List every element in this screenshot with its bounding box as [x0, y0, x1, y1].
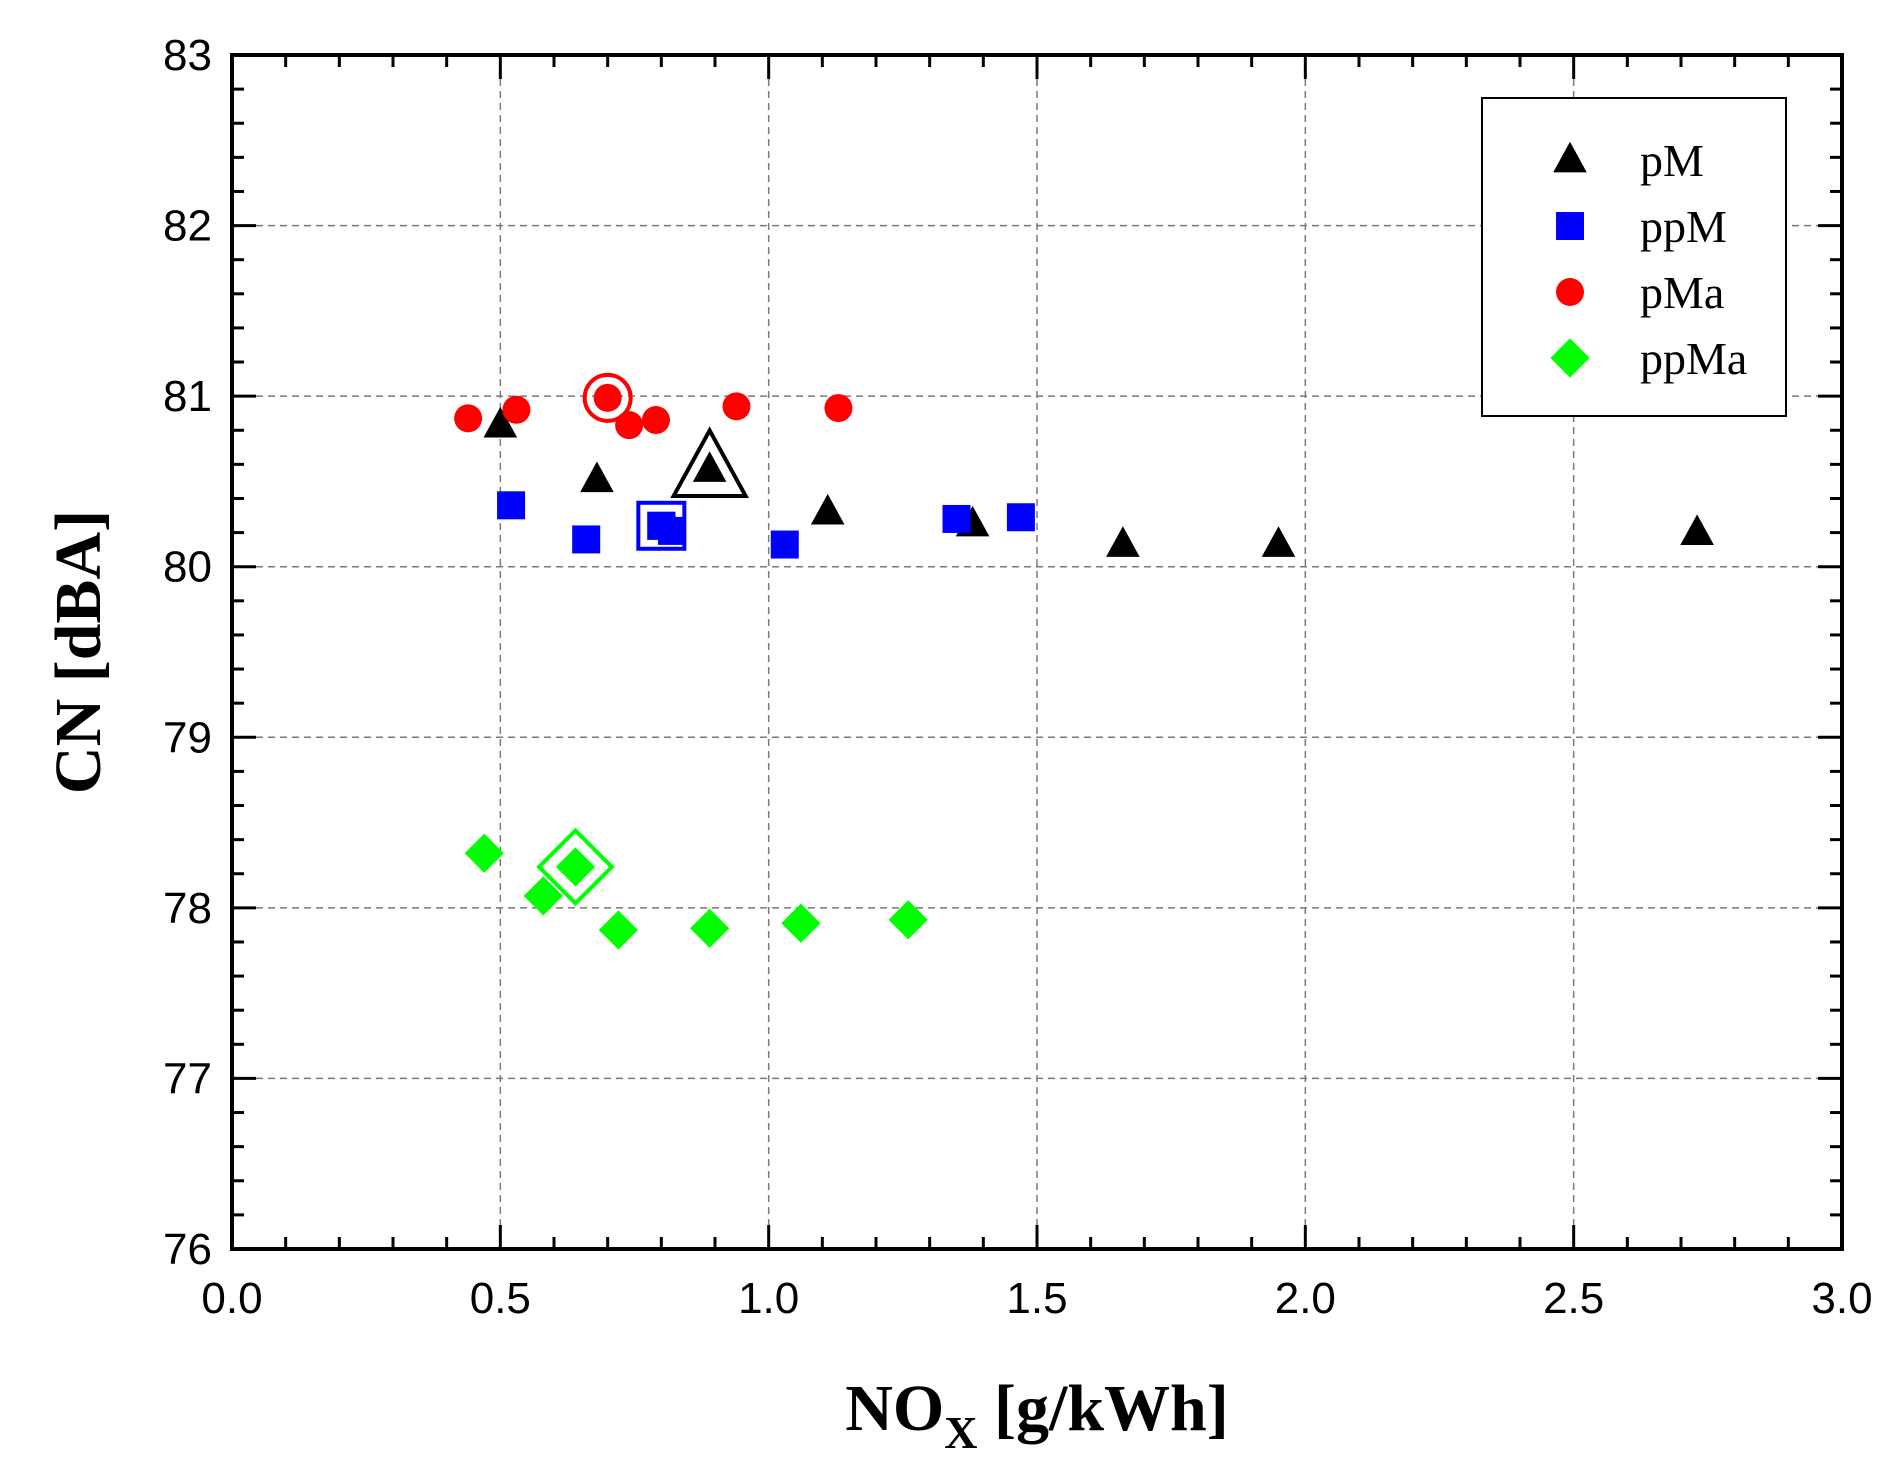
ppM-point — [1006, 503, 1035, 532]
y-tick-label: 76 — [163, 1225, 212, 1274]
pM-point — [810, 493, 845, 525]
x-axis-title-main: NO — [845, 1372, 944, 1445]
pMa-point — [641, 406, 670, 435]
legend-item-pM: pM — [1553, 135, 1704, 186]
y-tick-label: 80 — [163, 543, 212, 592]
x-tick-label: 0.5 — [470, 1274, 531, 1323]
ppMa-point — [781, 903, 821, 943]
legend-item-ppMa: ppMa — [1550, 333, 1747, 384]
legend-label-pMa: pMa — [1640, 267, 1724, 318]
ppMa-point — [464, 833, 504, 873]
ppM-point — [572, 525, 601, 554]
series-pM — [483, 406, 1714, 557]
ppMa-point — [690, 908, 730, 948]
ppM-highlight-point — [647, 511, 676, 540]
pMa-point — [454, 404, 483, 433]
x-tick-label: 3.0 — [1811, 1274, 1872, 1323]
pMa-highlight-point — [593, 383, 622, 412]
pM-point — [483, 406, 518, 438]
ppMa-highlight-point — [555, 847, 596, 887]
y-tick-label: 78 — [163, 884, 212, 933]
pM-point — [1106, 526, 1140, 557]
series-ppM — [497, 491, 1035, 559]
y-tick-label: 83 — [163, 31, 212, 80]
pMa-point — [502, 395, 531, 424]
pMa-point — [722, 392, 751, 421]
x-tick-label: 2.5 — [1543, 1274, 1604, 1323]
ppMa-highlight-ring — [536, 827, 615, 907]
y-axis-title: CN [dBA] — [42, 510, 115, 794]
ppM-point — [497, 491, 526, 520]
y-tick-label: 79 — [163, 713, 212, 762]
x-tick-label: 2.0 — [1275, 1274, 1336, 1323]
pM-highlight-ring — [670, 426, 750, 498]
pMa-point — [824, 394, 853, 423]
pMa-highlight-ring — [582, 372, 633, 423]
ppMa-point — [888, 900, 928, 940]
legend-label-ppM: ppM — [1640, 201, 1727, 252]
ppM-point — [942, 504, 971, 533]
ppMa-point — [523, 876, 563, 916]
x-axis-title-subscript: X — [944, 1407, 977, 1458]
pM-point — [1680, 514, 1714, 545]
legend-label-pM: pM — [1640, 135, 1704, 186]
series-pMa — [454, 372, 853, 440]
legend-marker-pM — [1553, 141, 1587, 173]
x-axis-title: NOX [g/kWh] — [845, 1372, 1228, 1458]
x-axis-title-unit: [g/kWh] — [978, 1372, 1229, 1445]
x-tick-label: 0.0 — [201, 1274, 262, 1323]
series-ppMa — [464, 827, 928, 950]
pM-point — [1261, 526, 1296, 557]
legend-box — [1481, 97, 1787, 417]
legend: pM ppM pMa ppMa — [1481, 97, 1787, 417]
x-tick-label: 1.5 — [1006, 1274, 1067, 1323]
plot-frame — [230, 53, 1844, 1251]
legend-label-ppMa: ppMa — [1640, 333, 1747, 384]
legend-item-ppM: ppM — [1556, 201, 1727, 252]
data-points — [454, 372, 1714, 950]
legend-marker-ppM — [1556, 212, 1584, 240]
ppM-point — [770, 530, 799, 559]
y-tick-label: 77 — [163, 1054, 212, 1103]
legend-item-pMa: pMa — [1556, 267, 1724, 318]
pM-highlight-point — [692, 451, 727, 482]
legend-marker-pMa — [1556, 278, 1584, 306]
pM-point — [580, 461, 614, 493]
y-tick-label: 81 — [163, 372, 212, 421]
legend-marker-ppMa — [1550, 338, 1590, 378]
x-tick-label: 1.0 — [738, 1274, 799, 1323]
tick-labels: 0.0 0.5 1.0 1.5 2.0 2.5 3.0 76 77 78 79 80 81 82 83 — [163, 31, 1873, 1323]
ppMa-point — [598, 910, 638, 950]
ppM-highlight-ring — [636, 500, 687, 551]
y-tick-label: 82 — [163, 202, 212, 251]
